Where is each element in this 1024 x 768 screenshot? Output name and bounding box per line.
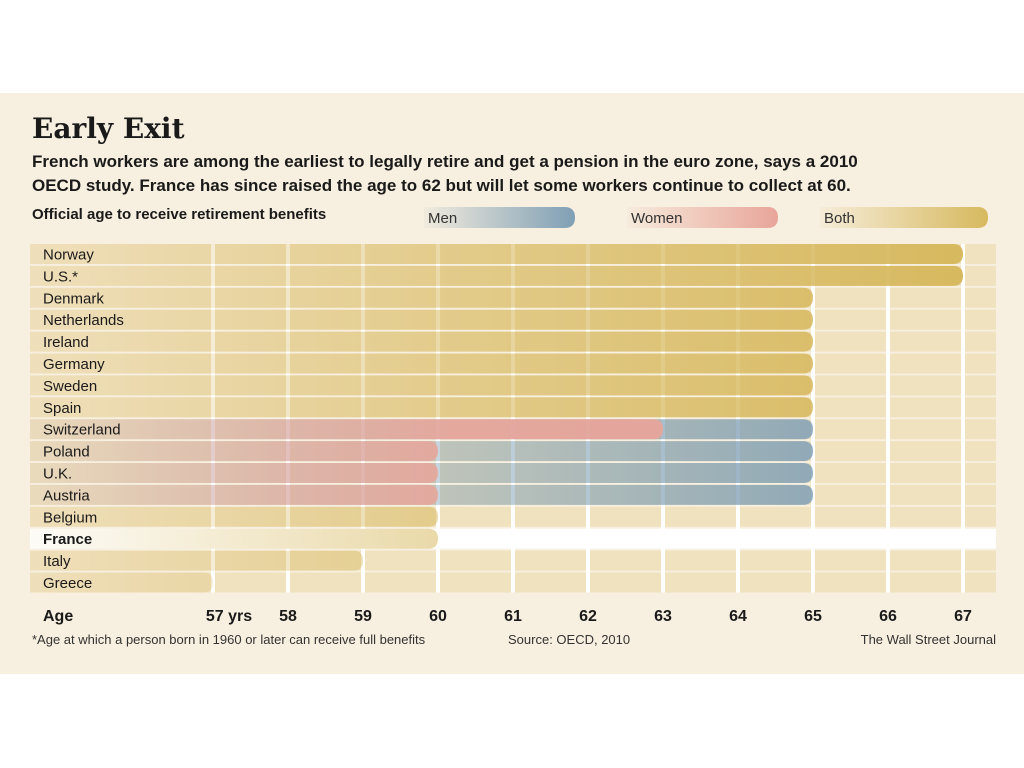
gridline-63 <box>661 244 665 593</box>
bar-both-netherlands <box>30 309 813 330</box>
bar-both-sweden <box>30 375 813 396</box>
bar-both-belgium <box>30 506 438 527</box>
legend-label-both: Both <box>824 210 855 227</box>
gridline-67 <box>961 244 965 593</box>
country-label-netherlands: Netherlands <box>43 312 124 329</box>
country-label-belgium: Belgium <box>43 509 97 526</box>
tick-label-65: 65 <box>804 608 822 625</box>
country-label-italy: Italy <box>43 553 71 570</box>
tick-label-66: 66 <box>879 608 897 625</box>
country-label-france: France <box>43 531 92 548</box>
tick-label-61: 61 <box>504 608 522 625</box>
country-label-denmark: Denmark <box>43 290 104 307</box>
bar-both-greece <box>30 572 213 593</box>
country-label-norway: Norway <box>43 247 94 264</box>
country-label-u-s: U.S.* <box>43 268 78 285</box>
footnote: *Age at which a person born in 1960 or l… <box>32 632 426 647</box>
country-label-ireland: Ireland <box>43 334 89 351</box>
bar-both-u-s <box>30 265 963 286</box>
bar-both-norway <box>30 244 963 264</box>
gridline-66 <box>886 244 890 593</box>
bar-both-ireland <box>30 331 813 352</box>
country-label-austria: Austria <box>43 487 90 504</box>
legend-swatch-both <box>820 207 988 228</box>
country-label-switzerland: Switzerland <box>43 422 121 439</box>
gridline-62 <box>586 244 590 593</box>
bar-both-france <box>30 528 438 549</box>
gridline-61 <box>511 244 515 593</box>
bar-women-poland <box>30 441 438 462</box>
country-label-sweden: Sweden <box>43 378 97 395</box>
gridlines <box>211 244 965 593</box>
tick-label-67: 67 <box>954 608 972 625</box>
subtitle-line-1: French workers are among the earliest to… <box>32 152 858 171</box>
publisher-credit: The Wall Street Journal <box>860 632 996 647</box>
chart-subtitle: French workers are among the earliest to… <box>32 150 1012 198</box>
gridline-60 <box>436 244 440 593</box>
gridline-58 <box>286 244 290 593</box>
legend-swatch-men <box>424 207 575 228</box>
gridline-57 <box>211 244 215 593</box>
bar-both-italy <box>30 550 363 571</box>
legend-label-men: Men <box>428 210 457 227</box>
bar-both-denmark <box>30 287 813 308</box>
legend-label-women: Women <box>631 210 682 227</box>
bars <box>30 244 963 593</box>
country-label-germany: Germany <box>43 356 105 373</box>
bar-women-switzerland <box>30 419 663 440</box>
country-label-spain: Spain <box>43 400 81 417</box>
bar-women-u-k <box>30 463 438 483</box>
bar-both-germany <box>30 353 813 374</box>
country-label-greece: Greece <box>43 575 92 592</box>
subtitle-line-2: OECD study. France has since raised the … <box>32 176 851 195</box>
tick-label-57: 57 yrs <box>206 608 252 625</box>
tick-label-63: 63 <box>654 608 672 625</box>
tick-label-64: 64 <box>729 608 747 625</box>
country-labels: Norway U.S.* Denmark Netherlands Ireland Germ… <box>43 247 124 593</box>
bar-women-austria <box>30 484 438 505</box>
tick-label-62: 62 <box>579 608 597 625</box>
gridline-64 <box>736 244 740 593</box>
country-label-poland: Poland <box>43 444 90 461</box>
legend: Men Women Both <box>424 207 988 228</box>
country-label-u-k: U.K. <box>43 466 72 483</box>
x-axis-ticks: 57 yrs 58 59 60 61 62 63 64 65 66 67 Age <box>43 608 972 625</box>
tick-label-59: 59 <box>354 608 372 625</box>
bar-both-spain <box>30 397 813 418</box>
tick-label-60: 60 <box>429 608 447 625</box>
x-axis-title: Age <box>43 608 73 625</box>
gridline-59 <box>361 244 365 593</box>
chart-measure-label: Official age to receive retirement benef… <box>32 206 327 223</box>
chart-title: Early Exit <box>32 112 185 145</box>
legend-swatch-women <box>627 207 778 228</box>
gridline-65 <box>811 244 815 593</box>
source-note: Source: OECD, 2010 <box>508 632 631 647</box>
tick-label-58: 58 <box>279 608 297 625</box>
